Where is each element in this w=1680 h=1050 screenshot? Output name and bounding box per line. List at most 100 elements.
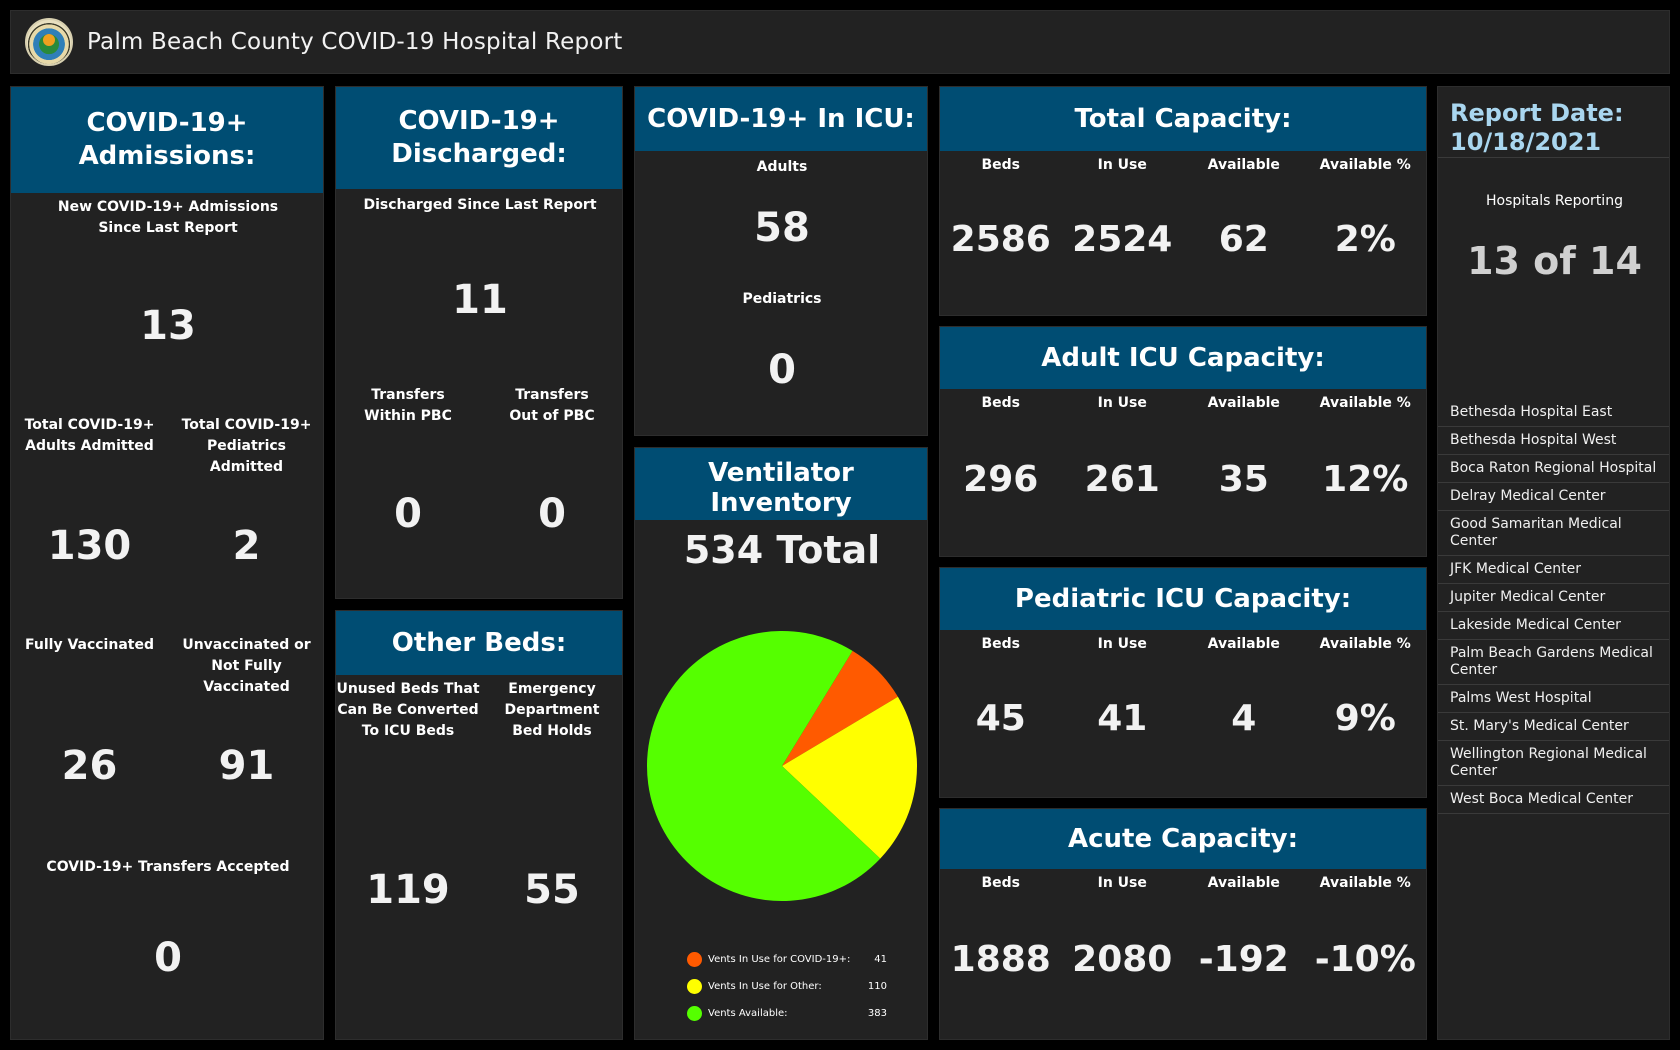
legend-label-covid: Vents In Use for COVID-19+:: [708, 954, 851, 965]
ventilator-title: Ventilator Inventory: [635, 448, 927, 520]
acute-in-use-label: In Use: [1097, 875, 1147, 891]
dashboard-header: Palm Beach County COVID-19 Hospital Repo…: [10, 10, 1670, 74]
pediatrics-admitted-label: Total COVID-19+ Pediatrics Admitted: [181, 417, 312, 475]
icu-adults-label: Adults: [756, 159, 808, 175]
pie-slice-other: [782, 696, 917, 859]
legend-swatch-other: [687, 979, 702, 994]
list-item: West Boca Medical Center: [1438, 786, 1669, 814]
total-capacity-title: Total Capacity:: [940, 87, 1426, 151]
total-capacity-panel: Total Capacity: Beds In Use Available Av…: [939, 86, 1427, 316]
report-panel: Report Date: 10/18/2021 Hospitals Report…: [1437, 86, 1670, 1040]
total-available-pct-value: 2%: [1334, 219, 1396, 260]
list-item: Good Samaritan Medical Center: [1438, 511, 1669, 556]
new-admissions-value: 13: [140, 303, 196, 349]
discharged-since-value: 11: [452, 277, 508, 323]
acute-available-pct-label: Available %: [1319, 875, 1411, 891]
discharged-title: COVID-19+ Discharged:: [336, 87, 622, 189]
ped-icu-beds-label: Beds: [981, 636, 1021, 652]
acute-capacity-panel: Acute Capacity: Beds In Use Available Av…: [939, 808, 1427, 1040]
ventilator-legend: Vents In Use for COVID-19+: 41 Vents In …: [687, 946, 887, 1027]
ed-bed-holds-label: Emergency Department Bed Holds: [504, 681, 600, 739]
legend-item-other: Vents In Use for Other: 110: [687, 973, 887, 1000]
acute-in-use-value: 2080: [1072, 939, 1173, 980]
acute-available-label: Available: [1207, 875, 1280, 891]
legend-item-covid: Vents In Use for COVID-19+: 41: [687, 946, 887, 973]
discharged-panel: COVID-19+ Discharged: Discharged Since L…: [335, 86, 623, 599]
acute-available-value: -192: [1198, 939, 1289, 980]
transfers-out-label: Transfers Out of PBC: [509, 387, 595, 424]
list-item: St. Mary's Medical Center: [1438, 713, 1669, 741]
pie-slice-covid: [782, 650, 898, 766]
adult-icu-in-use-value: 261: [1084, 459, 1160, 500]
adult-icu-available-pct-label: Available %: [1319, 395, 1411, 411]
legend-item-available: Vents Available: 383: [687, 1000, 887, 1027]
list-item: Bethesda Hospital West: [1438, 427, 1669, 455]
admissions-title: COVID-19+ Admissions:: [11, 87, 323, 193]
list-item: Boca Raton Regional Hospital: [1438, 455, 1669, 483]
adult-icu-beds-value: 296: [963, 459, 1039, 500]
list-item: Wellington Regional Medical Center: [1438, 741, 1669, 786]
pediatric-icu-title: Pediatric ICU Capacity:: [940, 568, 1426, 630]
unvaccinated-value: 91: [218, 743, 275, 789]
acute-capacity-title: Acute Capacity:: [940, 809, 1426, 869]
admissions-panel: COVID-19+ Admissions: New COVID-19+ Admi…: [10, 86, 324, 1040]
ped-icu-in-use-value: 41: [1097, 698, 1148, 739]
ped-icu-available-pct-label: Available %: [1319, 636, 1411, 652]
ped-icu-in-use-label: In Use: [1097, 636, 1147, 652]
ped-icu-available-value: 4: [1231, 698, 1257, 739]
legend-value-available: 383: [867, 1008, 887, 1019]
icu-title: COVID-19+ In ICU:: [635, 87, 927, 151]
other-beds-title: Other Beds:: [336, 611, 622, 675]
discharged-since-label: Discharged Since Last Report: [363, 197, 597, 213]
transfers-within-label: Transfers Within PBC: [364, 387, 452, 424]
ped-icu-beds-value: 45: [975, 698, 1026, 739]
fully-vaccinated-label: Fully Vaccinated: [25, 637, 154, 653]
list-item: Jupiter Medical Center: [1438, 584, 1669, 612]
new-admissions-label: New COVID-19+ Admissions Since Last Repor…: [57, 199, 279, 236]
total-beds-label: Beds: [981, 157, 1021, 173]
list-item: Palms West Hospital: [1438, 685, 1669, 713]
list-item: Bethesda Hospital East: [1438, 399, 1669, 427]
adult-icu-available-value: 35: [1218, 459, 1269, 500]
acute-beds-value: 1888: [950, 939, 1051, 980]
adults-admitted-value: 130: [47, 523, 132, 569]
adult-icu-beds-label: Beds: [981, 395, 1021, 411]
report-date-value: 10/18/2021: [1450, 128, 1602, 156]
county-seal-icon: [25, 18, 73, 66]
total-available-pct-label: Available %: [1319, 157, 1411, 173]
ventilator-panel: Ventilator Inventory 534 Total Vents In …: [634, 447, 928, 1040]
legend-swatch-covid: [687, 952, 702, 967]
legend-label-other: Vents In Use for Other:: [708, 981, 822, 992]
legend-swatch-available: [687, 1006, 702, 1021]
transfers-accepted-value: 0: [154, 935, 182, 981]
ventilator-total: 534 Total: [683, 528, 881, 572]
pediatrics-admitted-value: 2: [232, 523, 261, 569]
icu-pediatrics-value: 0: [768, 347, 796, 393]
hospitals-reporting-label: Hospitals Reporting: [1486, 193, 1623, 209]
hospitals-reporting-value: 13 of 14: [1467, 239, 1642, 283]
acute-beds-label: Beds: [981, 875, 1021, 891]
transfers-out-value: 0: [538, 491, 566, 537]
hospital-list: Bethesda Hospital East Bethesda Hospital …: [1438, 399, 1669, 814]
icu-adults-value: 58: [754, 205, 810, 251]
total-available-value: 62: [1218, 219, 1269, 260]
adult-icu-available-label: Available: [1207, 395, 1280, 411]
unused-beds-label: Unused Beds That Can Be Converted To ICU B…: [336, 681, 480, 739]
transfers-within-value: 0: [394, 491, 422, 537]
adult-icu-in-use-label: In Use: [1097, 395, 1147, 411]
report-date-block: Report Date: 10/18/2021: [1450, 99, 1624, 157]
unvaccinated-label: Unvaccinated or Not Fully Vaccinated: [182, 637, 311, 695]
list-item: Delray Medical Center: [1438, 483, 1669, 511]
other-beds-panel: Other Beds: Unused Beds That Can Be Conve…: [335, 610, 623, 1040]
fully-vaccinated-value: 26: [61, 743, 118, 789]
ed-bed-holds-value: 55: [524, 867, 580, 913]
pediatric-icu-panel: Pediatric ICU Capacity: Beds In Use Avai…: [939, 567, 1427, 798]
legend-value-other: 110: [867, 981, 887, 992]
list-item: Palm Beach Gardens Medical Center: [1438, 640, 1669, 685]
dashboard-title: Palm Beach County COVID-19 Hospital Repo…: [87, 29, 623, 55]
icu-pediatrics-label: Pediatrics: [742, 291, 822, 307]
adult-icu-panel: Adult ICU Capacity: Beds In Use Availabl…: [939, 326, 1427, 557]
adult-icu-available-pct-value: 12%: [1322, 459, 1409, 500]
pie-slice-available: [647, 631, 881, 901]
legend-label-available: Vents Available:: [708, 1008, 788, 1019]
